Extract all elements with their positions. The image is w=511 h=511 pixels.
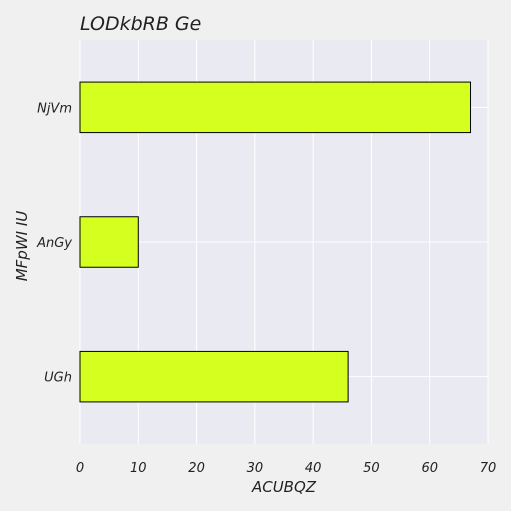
y-axis-label: MFpWI IU <box>13 211 31 282</box>
x-tick-label: 0 <box>76 461 84 476</box>
bar-ugh <box>79 350 349 403</box>
x-tick-label: 40 <box>305 461 322 476</box>
x-tick-label: 20 <box>188 461 205 476</box>
x-axis-label: ACUBQZ <box>251 478 317 496</box>
bars <box>79 81 472 403</box>
x-tick-label: 10 <box>130 461 147 476</box>
chart-title: LODkbRB Ge <box>80 13 201 35</box>
x-tick-label: 60 <box>421 461 438 476</box>
x-tick-label: 30 <box>247 461 264 476</box>
y-tick-label: UGh <box>44 371 72 386</box>
bar-njvm <box>79 81 472 134</box>
y-tick-labels: UGh AnGy NjVm <box>36 101 72 385</box>
y-tick-label: AnGy <box>36 236 72 251</box>
x-tick-label: 50 <box>363 461 380 476</box>
x-tick-label: 70 <box>480 461 497 476</box>
y-tick-label: NjVm <box>37 101 72 116</box>
x-tick-labels: 0 10 20 30 40 50 60 70 <box>76 461 496 476</box>
bar-angy <box>79 216 139 268</box>
